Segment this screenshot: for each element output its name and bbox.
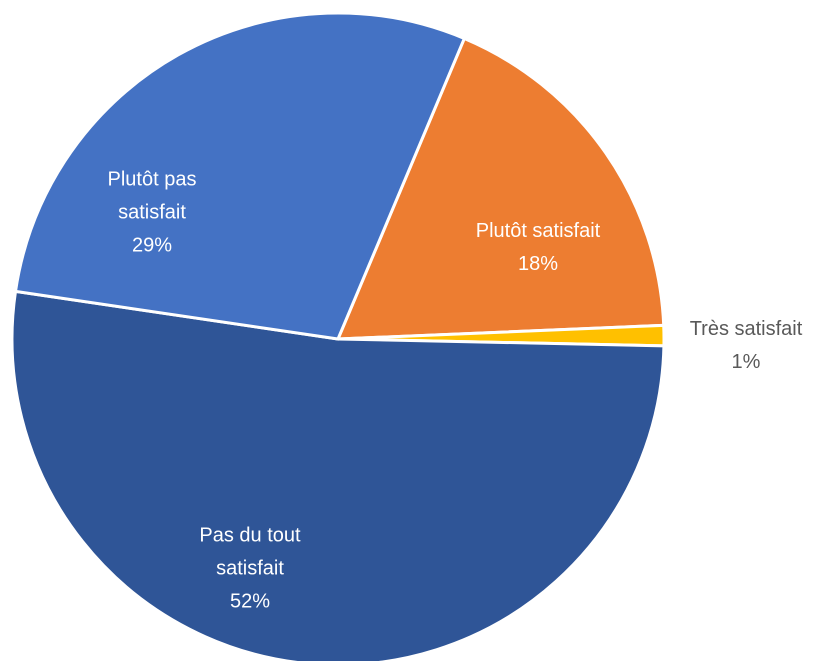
value-label: 52% [229, 590, 271, 613]
value-label: 1% [731, 351, 761, 373]
pie-slice [335, 36, 666, 341]
data-label: Plutôt satisfait 18% [438, 215, 638, 281]
value-label: 18% [517, 253, 559, 275]
pie-slice [13, 11, 467, 341]
data-label: Plutôt pas satisfait 29% [92, 164, 212, 263]
data-label: Très satisfait 1% [646, 313, 824, 379]
category-label: Plutôt pas satisfait [107, 168, 197, 224]
category-label: Pas du tout satisfait [199, 524, 301, 580]
data-label: Pas du tout satisfait 52% [180, 520, 320, 619]
pie-slice [10, 289, 666, 661]
category-label: Plutôt satisfait [475, 220, 601, 242]
value-label: 29% [131, 234, 173, 257]
category-label: Très satisfait [689, 318, 803, 340]
